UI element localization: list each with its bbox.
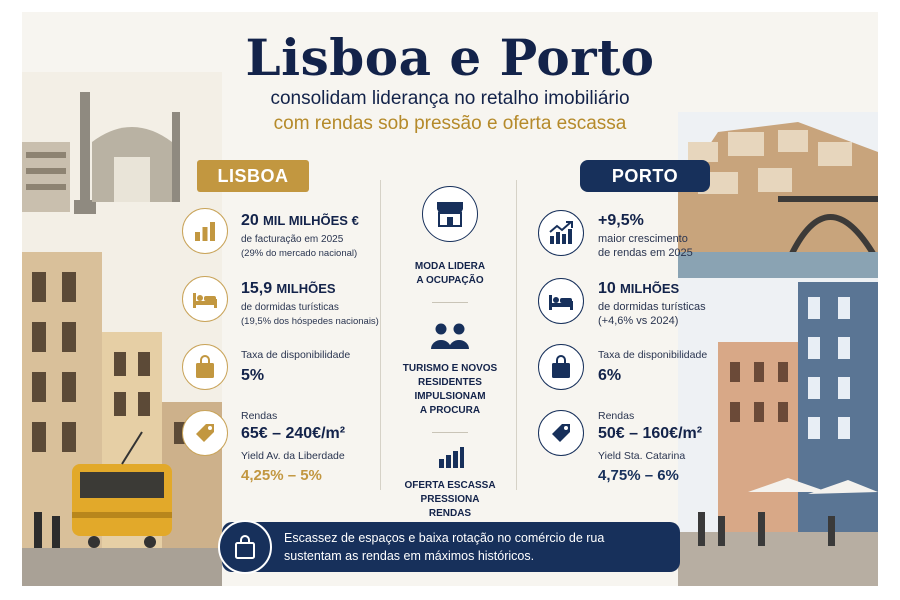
center-item-3-line-1: OFERTA ESCASSA: [404, 480, 496, 491]
porto-label: PORTO: [580, 160, 710, 192]
lisboa-revenue-desc: de facturação em 2025: [241, 234, 344, 245]
porto-availability-label: Taxa de disponibilidade: [598, 349, 708, 361]
center-item-2-line-4: A PROCURA: [419, 405, 481, 416]
center-item-1-line-2: A OCUPAÇÃO: [416, 275, 484, 286]
shopping-bag-icon: [182, 344, 228, 390]
lisboa-revenue-note: (29% do mercado nacional): [241, 248, 358, 259]
porto-growth-desc-2: de rendas em 2025: [598, 247, 693, 259]
porto-nights-desc: de dormidas turísticas: [598, 301, 706, 313]
growth-chart-icon: [538, 210, 584, 256]
people-icon: [430, 322, 470, 355]
lisboa-nights-unit: MILHÕES: [276, 281, 336, 296]
center-item-2-line-1: TURISMO E NOVOS: [402, 363, 498, 374]
center-item-1: MODA LIDERA A OCUPAÇÃO: [382, 260, 518, 288]
center-item-3: OFERTA ESCASSA PRESSIONA RENDAS: [382, 479, 518, 521]
shopping-bag-icon: [538, 344, 584, 390]
left-divider: [380, 180, 381, 490]
lisbon-illustration: [22, 72, 222, 586]
center-separator-2: [432, 432, 468, 433]
porto-illustration: [678, 112, 878, 586]
lisboa-rent-value: 65€ – 240€/m²: [241, 425, 346, 442]
page-title: Lisboa e Porto: [245, 28, 655, 87]
porto-yield-value: 4,75% – 6%: [598, 467, 679, 484]
lisboa-nights-note: (19,5% dos hóspedes nacionais): [241, 316, 379, 327]
storefront-icon: [422, 186, 478, 242]
porto-nights-headline: 10 MILHÕES: [598, 280, 679, 298]
lisboa-rent-label: Rendas: [241, 410, 278, 422]
right-divider: [516, 180, 517, 490]
price-tag-icon: [538, 410, 584, 456]
lisboa-nights-value: 15,9: [241, 280, 273, 297]
infographic-card: Lisboa e Porto consolidam liderança no r…: [22, 12, 878, 586]
center-item-1-line-1: MODA LIDERA: [414, 261, 486, 272]
porto-rent-value: 50€ – 160€/m²: [598, 425, 703, 442]
lisboa-label: LISBOA: [197, 160, 309, 192]
center-item-2-line-3: IMPULSIONAM: [414, 391, 486, 402]
porto-availability-value: 6%: [598, 367, 622, 384]
lisboa-revenue-headline: 20 MIL MILHÕES €: [241, 212, 359, 230]
porto-nights-note: (+4,6% vs 2024): [598, 315, 679, 327]
porto-growth-desc-1: maior crescimento: [598, 233, 688, 245]
lisboa-revenue-unit: MIL MILHÕES €: [262, 213, 359, 228]
center-item-2-line-2: RESIDENTES: [418, 377, 482, 388]
center-item-3-line-3: RENDAS: [428, 508, 472, 519]
center-item-2: TURISMO E NOVOS RESIDENTES IMPULSIONAM A…: [382, 362, 518, 418]
lisboa-yield-value: 4,25% – 5%: [241, 467, 322, 484]
summary-banner-text: Escassez de espaços e baixa rotação no c…: [284, 529, 664, 565]
summary-banner: [222, 522, 680, 572]
bar-chart-icon: [438, 446, 464, 473]
lisboa-nights-desc: de dormidas turísticas: [241, 302, 339, 313]
center-item-3-line-2: PRESSIONA: [420, 494, 480, 505]
porto-yield-label: Yield Sta. Catarina: [598, 450, 686, 462]
lisboa-availability-value: 5%: [241, 367, 265, 384]
lisboa-nights-headline: 15,9 MILHÕES: [241, 280, 336, 298]
summary-banner-line-1: Escassez de espaços e baixa rotação no c…: [284, 531, 605, 545]
subtitle-line-2: com rendas sob pressão e oferta escassa: [273, 113, 627, 134]
lisboa-revenue-value: 20: [241, 212, 259, 229]
lisboa-availability-label: Taxa de disponibilidade: [241, 349, 351, 361]
porto-rent-label: Rendas: [598, 410, 635, 422]
subtitle-line-1: consolidam liderança no retalho imobiliá…: [270, 88, 630, 109]
shopping-bag-icon: [218, 520, 272, 574]
summary-banner-line-2: sustentam as rendas em máximos histórico…: [284, 549, 535, 563]
bed-icon: [182, 276, 228, 322]
bed-icon: [538, 278, 584, 324]
lisboa-yield-label: Yield Av. da Liberdade: [241, 450, 345, 462]
porto-nights-unit: MILHÕES: [619, 281, 680, 296]
porto-growth-value: +9,5%: [598, 212, 644, 229]
center-separator-1: [432, 302, 468, 303]
bar-chart-icon: [182, 208, 228, 254]
price-tag-icon: [182, 410, 228, 456]
porto-nights-value: 10: [598, 280, 616, 297]
